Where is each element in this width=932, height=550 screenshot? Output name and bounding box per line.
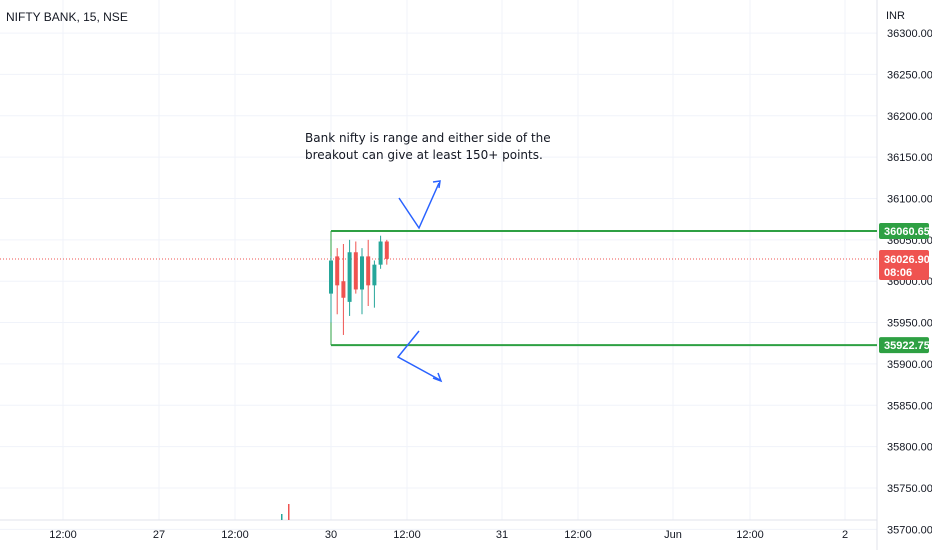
chart-title: NIFTY BANK, 15, NSE xyxy=(6,10,128,24)
last-price-tag: 36026.90 xyxy=(884,254,930,266)
candle-body xyxy=(384,241,389,259)
candle-body xyxy=(366,256,371,286)
volume-bars xyxy=(281,504,290,520)
price-tick-label: 35750.00 xyxy=(887,483,932,495)
annotation-line[interactable]: breakout can give at least 150+ points. xyxy=(305,148,543,162)
volume-bar xyxy=(288,504,290,520)
range-levels[interactable] xyxy=(0,230,877,347)
resistance-price-tag-bg xyxy=(879,223,929,240)
time-tick-label: 30 xyxy=(325,529,337,541)
time-tick-label: 12:00 xyxy=(393,529,421,541)
downward-breakout-arrow[interactable] xyxy=(396,330,441,381)
time-tick-label: 12:00 xyxy=(221,529,249,541)
price-axis[interactable]: 36300.00 36250.00 36200.00 36150.00 36100.00… xyxy=(876,0,932,550)
time-tick-label: Jun xyxy=(664,529,682,541)
upward-arrow-head xyxy=(432,180,441,189)
candle-body xyxy=(372,264,377,286)
time-tick-label: 12:00 xyxy=(736,529,764,541)
price-tick-label: 36100.00 xyxy=(887,193,932,205)
volume-bar xyxy=(281,514,283,520)
candle-body xyxy=(347,252,352,302)
downward-arrow-head xyxy=(432,372,443,383)
resistance-price-tag: 36060.65 xyxy=(884,226,930,238)
candle-body xyxy=(329,260,333,294)
upward-breakout-arrow[interactable] xyxy=(398,182,440,230)
candlestick-series xyxy=(329,235,389,335)
time-tick-label: 12:00 xyxy=(564,529,592,541)
time-tick-label: 31 xyxy=(496,529,508,541)
time-tick-label: 2 xyxy=(842,529,848,541)
price-tick-label: 36250.00 xyxy=(887,69,932,81)
price-tick-label: 35800.00 xyxy=(887,442,932,454)
support-price-tag-bg xyxy=(879,337,929,354)
last-price-tag-bg xyxy=(879,249,929,280)
price-tick-label: 35850.00 xyxy=(887,400,932,412)
price-tick-label: 35700.00 xyxy=(887,524,932,536)
price-tick-label: 36300.00 xyxy=(887,28,932,40)
price-tick-label: 36200.00 xyxy=(887,111,932,123)
bar-countdown: 08:06 xyxy=(884,267,912,279)
time-axis[interactable]: 12:00 27 12:00 30 12:00 31 12:00 Jun 12:00 2 xyxy=(0,519,877,541)
candle-body xyxy=(341,281,346,298)
price-tick-label: 36150.00 xyxy=(887,152,932,164)
price-tick-label: 35900.00 xyxy=(887,359,932,371)
candle-body xyxy=(335,256,340,286)
candle-body xyxy=(360,256,364,290)
breakout-arrows[interactable] xyxy=(396,180,443,383)
candle-body xyxy=(353,252,358,290)
price-tick-label: 35950.00 xyxy=(887,318,932,330)
chart-grid xyxy=(0,0,877,530)
chart-annotation[interactable]: Bank nifty is range and either side of t… xyxy=(305,131,551,162)
time-tick-label: 27 xyxy=(153,529,165,541)
support-price-tag: 35922.75 xyxy=(884,340,930,352)
candle-body xyxy=(378,241,383,265)
currency-label: INR xyxy=(886,10,905,22)
annotation-line[interactable]: Bank nifty is range and either side of t… xyxy=(305,131,551,145)
time-tick-label: 12:00 xyxy=(49,529,77,541)
